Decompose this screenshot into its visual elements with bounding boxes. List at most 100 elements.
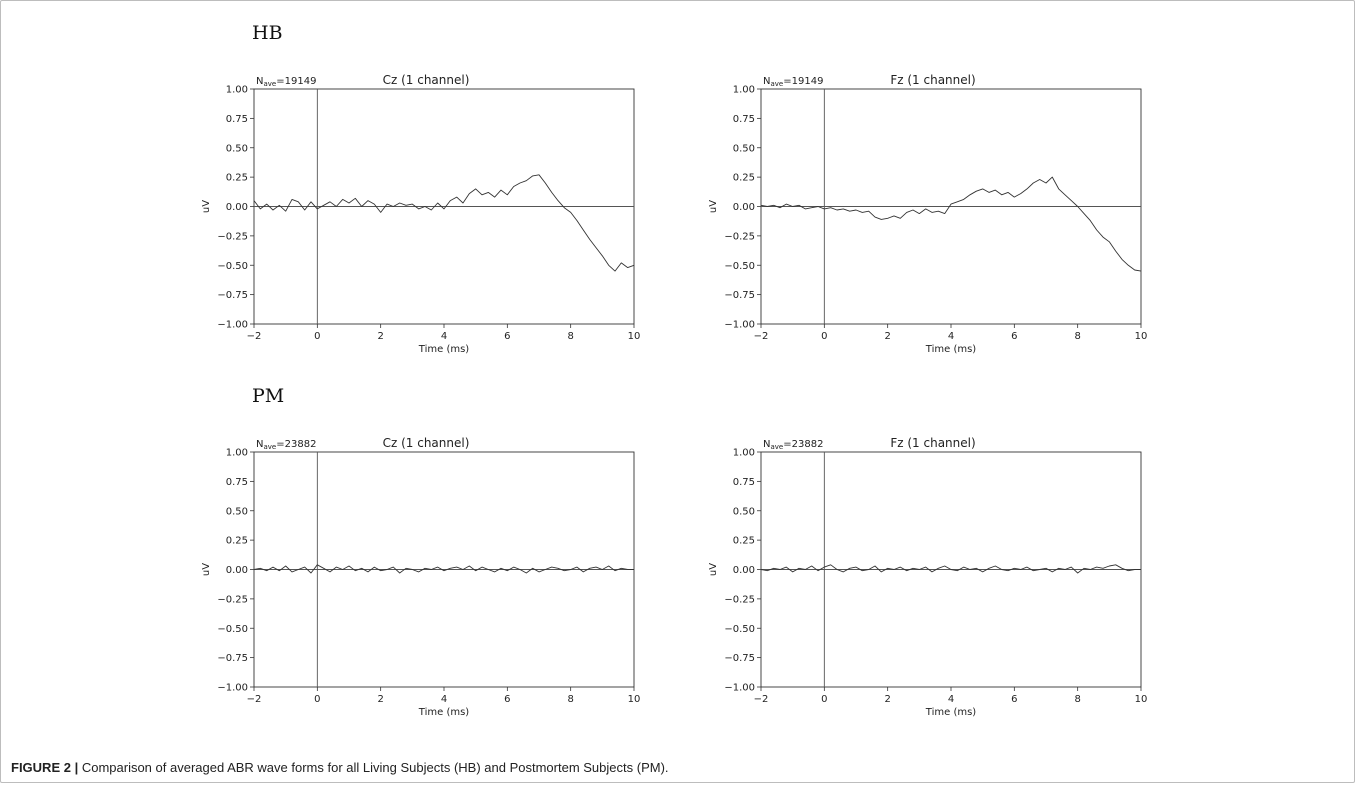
x-tick-label: 0 — [821, 331, 827, 342]
y-tick-label: 0.25 — [733, 173, 755, 184]
nave-value: =23882 — [276, 439, 316, 450]
x-axis-label: Time (ms) — [418, 707, 470, 718]
y-axis-label: uV — [708, 563, 719, 576]
y-tick-label: −0.75 — [724, 653, 755, 664]
nave-annotation: Nave=23882 — [256, 439, 316, 451]
x-tick-label: −2 — [247, 694, 262, 705]
y-tick-label: 0.00 — [733, 202, 755, 213]
nave-subscript: ave — [770, 80, 783, 88]
x-tick-label: 0 — [314, 331, 320, 342]
y-axis-label: uV — [201, 563, 212, 576]
caption-text: Comparison of averaged ABR wave forms fo… — [81, 760, 669, 775]
group-label-hb: HB — [252, 22, 283, 44]
x-tick-label: 10 — [628, 331, 641, 342]
nave-value: =19149 — [783, 76, 823, 87]
x-axis-label: Time (ms) — [418, 344, 470, 355]
y-tick-label: 1.00 — [733, 85, 755, 96]
x-tick-label: 8 — [1074, 331, 1080, 342]
y-tick-label: −0.50 — [217, 261, 248, 272]
y-tick-label: 0.50 — [226, 143, 248, 154]
nave-value: =19149 — [276, 76, 316, 87]
nave-value: =23882 — [783, 439, 823, 450]
chart-title: Cz (1 channel) — [383, 436, 470, 450]
series-line-1 — [760, 564, 1141, 574]
nave-prefix: N — [763, 439, 770, 450]
y-tick-label: −0.50 — [724, 624, 755, 635]
nave-subscript: ave — [263, 80, 276, 88]
y-tick-label: −0.75 — [724, 290, 755, 301]
x-tick-label: 6 — [504, 331, 510, 342]
y-tick-label: 0.75 — [733, 114, 755, 125]
x-tick-label: 6 — [504, 694, 510, 705]
x-tick-label: 6 — [1011, 694, 1017, 705]
nave-annotation: Nave=23882 — [763, 439, 823, 451]
y-tick-label: 0.75 — [733, 477, 755, 488]
chart-title: Cz (1 channel) — [383, 73, 470, 87]
y-axis-label: uV — [201, 200, 212, 213]
x-tick-label: 8 — [567, 694, 573, 705]
chart-panel-2: 1.00 0.75 0.50 0.25 0.00 −0.25 −0.50 −0.75 −1.00… — [708, 73, 1147, 355]
x-tick-label: 10 — [628, 694, 641, 705]
x-tick-label: 4 — [441, 694, 447, 705]
y-tick-label: 0.25 — [226, 536, 248, 547]
x-tick-label: 8 — [1074, 694, 1080, 705]
x-tick-label: 10 — [1135, 331, 1148, 342]
x-tick-label: −2 — [754, 331, 769, 342]
nave-annotation: Nave=19149 — [256, 76, 316, 88]
chart-panel-1: 1.00 0.75 0.50 0.25 0.00 −0.25 −0.50 −0.75 −1.00… — [201, 73, 640, 355]
x-tick-label: −2 — [247, 331, 262, 342]
chart-panel-3: 1.00 0.75 0.50 0.25 0.00 −0.25 −0.50 −0.75 −1.00… — [201, 436, 640, 718]
y-tick-label: −1.00 — [217, 683, 248, 694]
x-tick-label: 6 — [1011, 331, 1017, 342]
chart-title: Fz (1 channel) — [890, 73, 975, 87]
series-line-1 — [253, 564, 634, 574]
y-tick-label: −0.75 — [217, 653, 248, 664]
y-tick-label: 1.00 — [733, 448, 755, 459]
x-tick-label: 2 — [884, 331, 890, 342]
y-axis-label: uV — [708, 200, 719, 213]
x-tick-label: 2 — [377, 331, 383, 342]
y-tick-label: 1.00 — [226, 448, 248, 459]
y-tick-label: −0.50 — [217, 624, 248, 635]
caption-figure-label: FIGURE 2 | — [11, 760, 79, 775]
x-axis-label: Time (ms) — [925, 344, 977, 355]
x-tick-label: 4 — [948, 331, 954, 342]
y-tick-label: 0.00 — [226, 565, 248, 576]
y-tick-label: 1.00 — [226, 85, 248, 96]
y-tick-label: −0.25 — [724, 594, 755, 605]
y-tick-label: 0.50 — [226, 506, 248, 517]
series-line-1 — [253, 174, 635, 272]
nave-annotation: Nave=19149 — [763, 76, 823, 88]
y-tick-label: 0.75 — [226, 477, 248, 488]
y-tick-label: 0.50 — [733, 143, 755, 154]
y-tick-label: −0.50 — [724, 261, 755, 272]
y-tick-label: −0.25 — [217, 594, 248, 605]
x-tick-label: 2 — [377, 694, 383, 705]
y-tick-label: 0.75 — [226, 114, 248, 125]
x-tick-label: 0 — [821, 694, 827, 705]
nave-prefix: N — [256, 439, 263, 450]
x-tick-label: 4 — [441, 331, 447, 342]
y-tick-label: 0.50 — [733, 506, 755, 517]
y-tick-label: −0.75 — [217, 290, 248, 301]
group-label-pm: PM — [252, 385, 285, 407]
x-tick-label: 4 — [948, 694, 954, 705]
x-tick-label: 10 — [1135, 694, 1148, 705]
y-tick-label: 0.00 — [733, 565, 755, 576]
y-tick-label: 0.25 — [733, 536, 755, 547]
y-tick-label: −1.00 — [724, 320, 755, 331]
x-tick-label: 8 — [567, 331, 573, 342]
x-axis-label: Time (ms) — [925, 707, 977, 718]
nave-prefix: N — [256, 76, 263, 87]
nave-subscript: ave — [263, 443, 276, 451]
y-tick-label: 0.25 — [226, 173, 248, 184]
figure-caption: FIGURE 2 | Comparison of averaged ABR wa… — [11, 760, 669, 775]
y-tick-label: −0.25 — [217, 231, 248, 242]
nave-prefix: N — [763, 76, 770, 87]
series-line-1 — [760, 176, 1142, 272]
chart-title: Fz (1 channel) — [890, 436, 975, 450]
x-tick-label: 2 — [884, 694, 890, 705]
y-tick-label: −1.00 — [217, 320, 248, 331]
